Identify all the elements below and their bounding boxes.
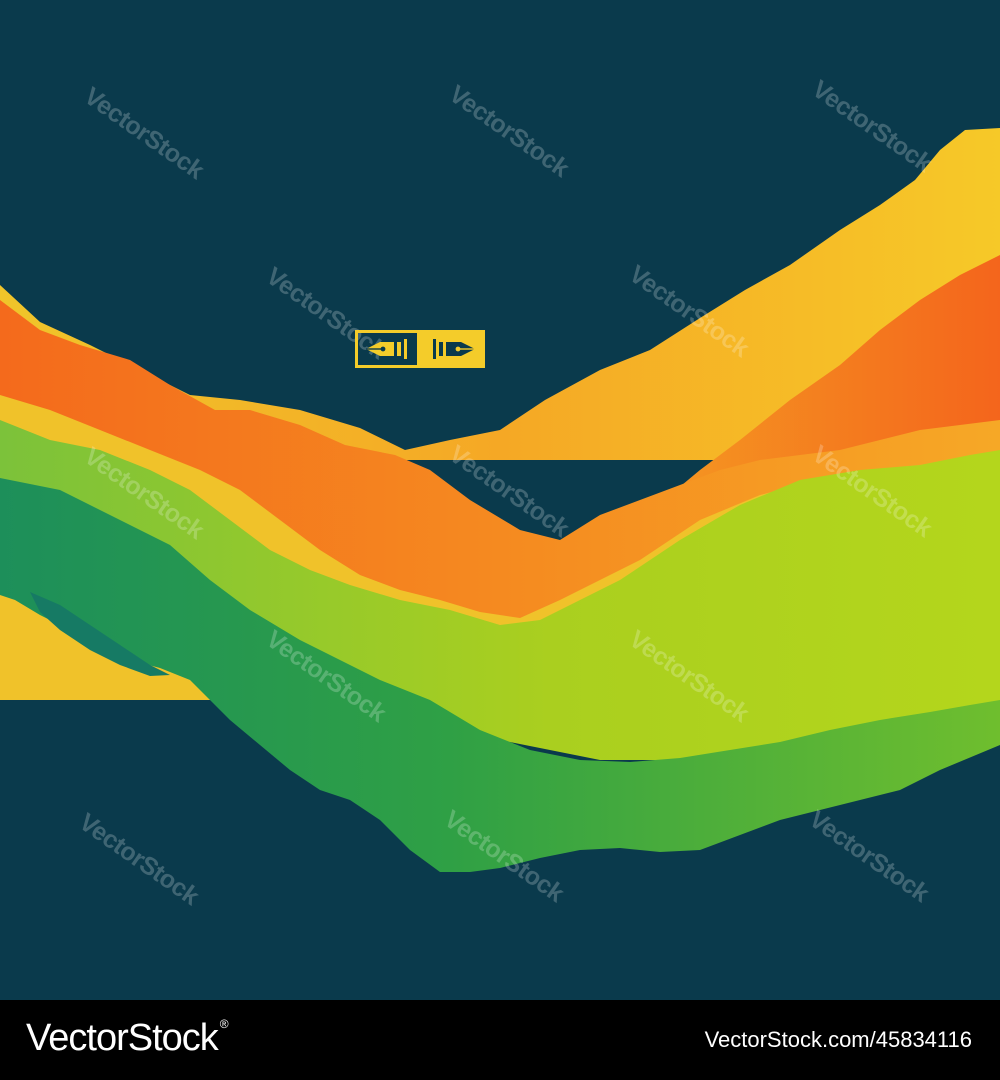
ridge-lime xyxy=(0,420,1000,780)
footer-brand-text: VectorStock xyxy=(26,1017,219,1059)
pen-nib-right-icon xyxy=(432,339,475,359)
pen-nib-left-icon xyxy=(365,339,407,359)
footer-brand-logo: VectorStock ® xyxy=(26,1017,229,1060)
ridge-back-yellow xyxy=(0,128,1000,460)
registered-mark: ® xyxy=(219,1017,229,1031)
ridge-teal-shard xyxy=(30,592,170,676)
mountain-landscape xyxy=(0,0,1000,1000)
ridge-green xyxy=(0,478,1000,872)
artwork: VectorStock VectorStock VectorStock Vect… xyxy=(0,0,1000,1000)
footer-bar: VectorStock ® VectorStock.com/45834116 xyxy=(0,1000,1000,1080)
badge-right-cell xyxy=(420,330,485,368)
pen-tool-badge xyxy=(355,330,485,368)
badge-left-cell xyxy=(355,330,420,368)
footer-image-id: VectorStock.com/45834116 xyxy=(704,1027,972,1052)
